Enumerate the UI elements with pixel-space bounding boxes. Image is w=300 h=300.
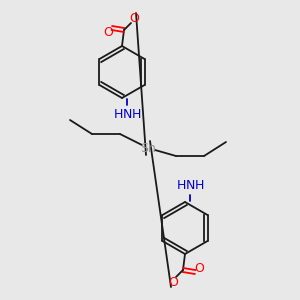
- Text: O: O: [103, 26, 113, 38]
- Text: H: H: [194, 179, 204, 192]
- Text: Sn: Sn: [140, 142, 156, 154]
- Text: O: O: [129, 11, 139, 25]
- Text: H: H: [131, 108, 141, 121]
- Text: N: N: [122, 108, 132, 121]
- Text: H: H: [176, 179, 186, 192]
- Text: O: O: [168, 275, 178, 289]
- Text: H: H: [113, 108, 123, 121]
- Text: O: O: [194, 262, 204, 275]
- Text: N: N: [185, 179, 195, 192]
